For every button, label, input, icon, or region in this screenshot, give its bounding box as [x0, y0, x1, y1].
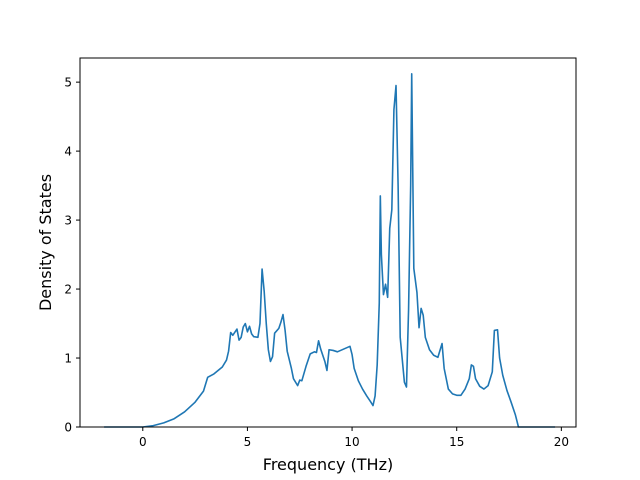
y-tick-label: 0: [64, 421, 72, 435]
x-tick-label: 0: [139, 435, 147, 449]
y-tick-label: 1: [64, 352, 72, 366]
x-axis-label: Frequency (THz): [263, 455, 393, 474]
y-axis-label: Density of States: [36, 174, 55, 311]
x-tick-label: 20: [554, 435, 569, 449]
y-axis-ticks: 0 1 2 3 4 5: [64, 76, 80, 435]
y-tick-label: 3: [64, 214, 72, 228]
y-tick-label: 4: [64, 145, 72, 159]
x-tick-label: 5: [244, 435, 252, 449]
x-tick-label: 10: [344, 435, 359, 449]
x-axis-ticks: 0 5 10 15 20: [139, 427, 569, 449]
x-tick-label: 15: [449, 435, 464, 449]
series-layer: [104, 73, 556, 428]
y-tick-label: 5: [64, 76, 72, 90]
plot-frame: [79, 57, 577, 428]
dos-series-line-0: [104, 73, 556, 428]
y-tick-label: 2: [64, 283, 72, 297]
